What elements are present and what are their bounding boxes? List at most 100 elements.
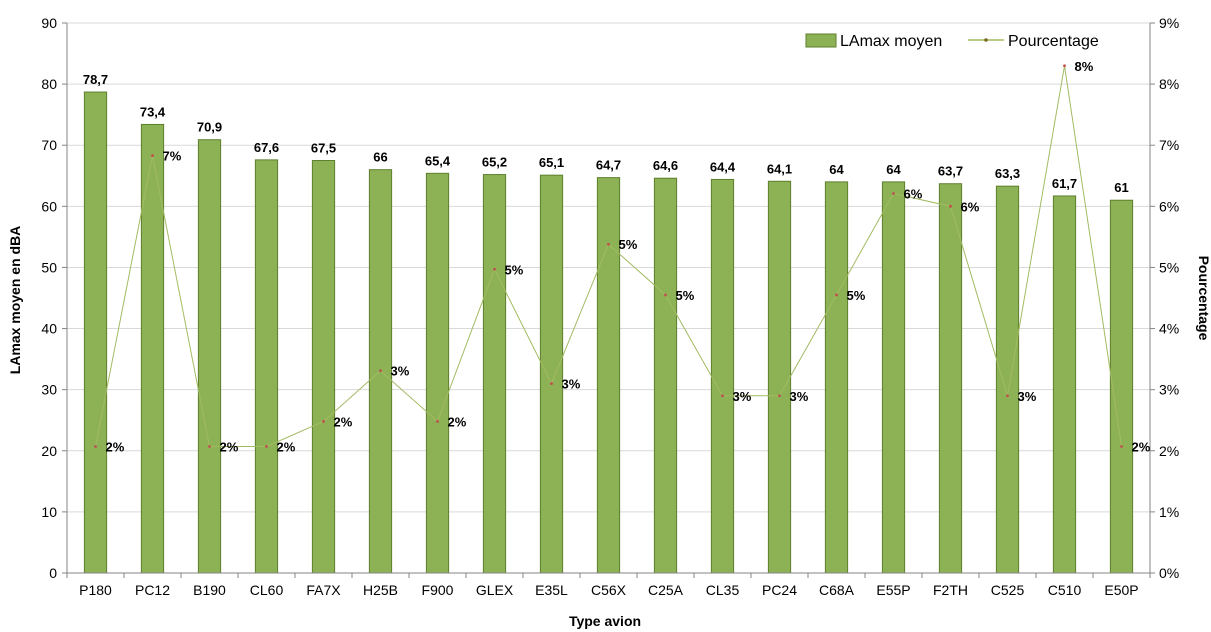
y2-tick-label: 5% [1159,259,1179,275]
y-tick-label: 10 [41,504,57,520]
percentage-label: 5% [676,288,695,303]
percentage-point [379,369,382,373]
x-tick-label: C25A [648,582,684,598]
bar-label: 64 [886,162,901,177]
y2-tick-label: 6% [1159,198,1179,214]
y-tick-label: 70 [41,137,57,153]
y-tick-label: 0 [49,565,57,581]
bar-label: 61 [1114,180,1128,195]
y-axis-title: LAmax moyen en dBA [7,226,23,375]
percentage-label: 5% [505,262,524,277]
bar-label: 63,7 [938,164,963,179]
percentage-label: 3% [562,377,581,392]
bar-data-labels: 78,7 73,4 70,9 67,6 67,5 66 65,4 65,2 65,1 64,7 64… [83,72,1129,195]
percentage-point [835,293,838,297]
bar-label: 65,2 [482,155,507,170]
y-tick-label: 90 [41,15,57,31]
x-tick-label: B190 [193,582,226,598]
bar-cl60 [254,159,279,574]
percentage-point [607,242,610,246]
bar-f900 [425,172,450,574]
y-tick-label: 80 [41,76,57,92]
percentage-label: 2% [277,440,296,455]
percentage-point [1063,64,1066,68]
x-tick-label: H25B [363,582,398,598]
percentage-point [778,394,781,398]
percentage-label: 5% [619,237,638,252]
bar-e50p [1109,199,1134,574]
bar-label: 65,1 [539,155,564,170]
percentage-label: 2% [220,440,239,455]
bar-label: 70,9 [197,120,222,135]
bar-c68a [824,181,849,574]
bar-p180 [83,91,108,574]
x-tick-label: E50P [1104,582,1138,598]
percentage-point [493,267,496,271]
percentage-label: 6% [961,199,980,214]
bar-pc12 [140,123,165,574]
y2-tick-labels: 0% 1% 2% 3% 4% 5% 6% 7% 8% 9% [1159,15,1179,581]
bar-label: 78,7 [83,72,108,87]
percentage-point [265,445,268,448]
bar-label: 64,1 [767,161,792,176]
percentage-point [94,445,97,448]
bar-fa7x [311,160,336,574]
percentage-point [892,192,895,195]
percentage-point [1120,445,1123,448]
percentage-line [94,64,1123,448]
percentage-point [1006,394,1009,398]
y2-tick-label: 3% [1159,382,1179,398]
y-tick-label: 30 [41,382,57,398]
x-tick-label: PC12 [135,582,170,598]
x-tick-label: FA7X [306,582,341,598]
legend-swatch-bar [805,33,837,48]
percentage-point [322,420,325,423]
axes [66,23,1151,578]
bar-label: 67,5 [311,141,336,156]
y-tick-label: 50 [41,259,57,275]
bar-label: 64,4 [710,159,736,174]
bar-label: 66 [373,150,387,165]
y2-tick-label: 9% [1159,15,1179,31]
y2-tick-label: 8% [1159,76,1179,92]
y-tick-labels: 0 10 20 30 40 50 60 70 80 90 [41,15,57,581]
x-tick-label: C510 [1048,582,1082,598]
x-tick-label: E35L [535,582,568,598]
x-tick-label: P180 [79,582,112,598]
x-tick-label: CL35 [706,582,740,598]
bar-pc24 [767,180,792,574]
percentage-label: 5% [847,288,866,303]
percentage-label: 3% [391,364,410,379]
percentage-label: 3% [790,389,809,404]
percentage-label: 6% [904,187,923,202]
percentage-label: 2% [1132,440,1151,455]
y-tick-label: 40 [41,321,57,337]
bar-f2th [938,183,963,574]
bar-label: 64,6 [653,158,678,173]
bar-b190 [197,139,222,574]
y2-tick-label: 2% [1159,443,1179,459]
y-tick-label: 20 [41,443,57,459]
bar-glex [482,174,507,574]
bar-label: 73,4 [140,104,166,119]
bar-label: 65,4 [425,153,451,168]
bar-c56x [596,177,621,574]
percentage-label: 2% [106,440,125,455]
y2-tick-label: 4% [1159,321,1179,337]
bar-label: 63,3 [995,166,1020,181]
bar-cl35 [710,178,735,574]
percentage-point [436,420,439,423]
percentage-label: 8% [1075,59,1094,74]
x-tick-label: E55P [876,582,910,598]
y2-axis-title: Pourcentage [1196,256,1211,341]
legend: LAmax moyen Pourcentage [805,33,1099,50]
bar-c525 [995,185,1020,574]
percentage-label: 3% [733,389,752,404]
percentage-label: 3% [1018,389,1037,404]
x-tick-label: F900 [422,582,454,598]
y-tick-label: 60 [41,198,57,214]
percentage-point [151,154,154,158]
percentage-label: 2% [448,414,467,429]
legend-label-line: Pourcentage [1008,33,1099,50]
